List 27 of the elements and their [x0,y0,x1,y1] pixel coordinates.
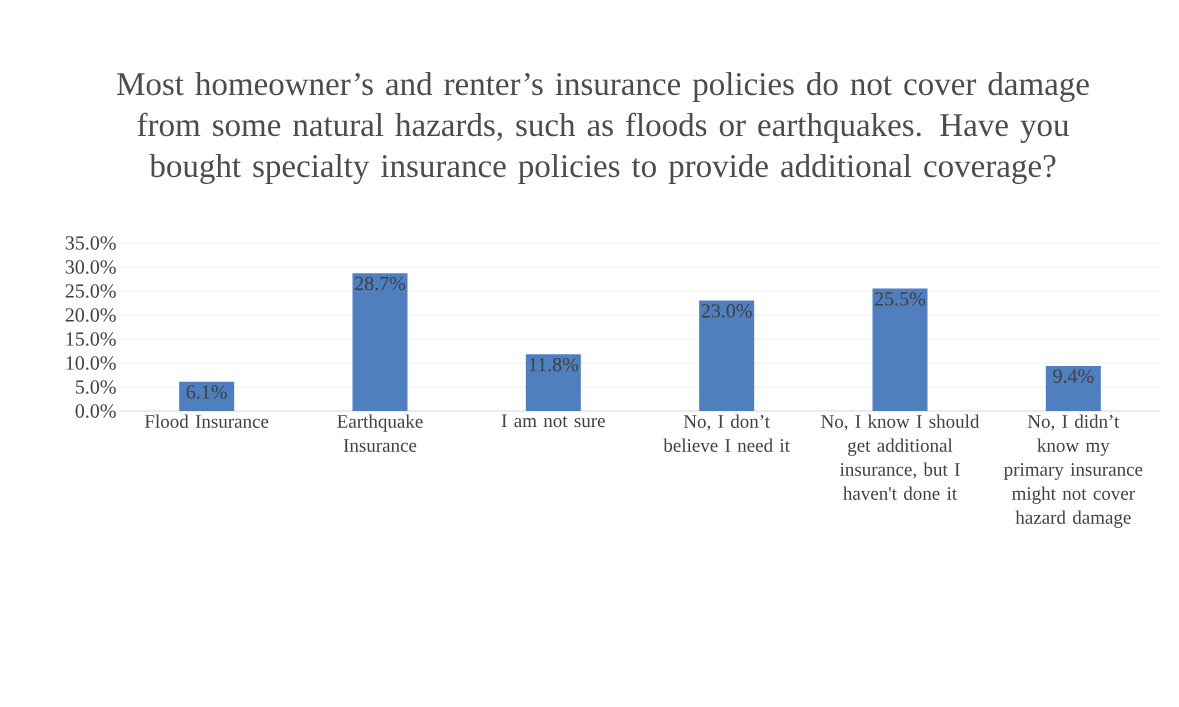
bar [1045,365,1101,411]
x-tick-label: Earthquake Insurance [337,414,423,452]
y-tick-label: 35.0% [65,236,116,250]
bar [179,381,235,411]
x-tick-label: No, I don’t believe I need it [663,414,790,452]
bar [525,354,581,411]
data-label: 23.0% [701,304,752,318]
y-tick-label: 5.0% [75,380,116,394]
x-tick-label: I am not sure [501,414,605,428]
data-label: 9.4% [1053,369,1094,383]
y-tick-label: 0.0% [75,404,116,418]
bar [872,288,928,411]
data-label: 6.1% [186,385,227,399]
chart-title: Most homeowner’s and renter’s insurance policies do not cover damage from some natural hazards, such as floods or earthquakes. Have you bought specialty insurance policies to provide additional coverage? [117,71,1089,185]
x-tick-label: Flood Insurance [144,414,269,428]
x-tick-label: No, I know I should get additional insurance, but I haven't done it [821,414,980,500]
data-label: 28.7% [355,276,406,291]
bar [352,273,408,411]
y-tick-label: 10.0% [66,356,116,370]
data-label: 25.5% [875,292,926,306]
y-tick-label: 25.0% [65,284,116,298]
data-label: 11.8% [529,357,579,372]
x-tick-label: No, I didn’t know my primary insurance might not cover hazard damage [1004,414,1143,528]
y-tick-label: 15.0% [66,332,116,346]
y-tick-label: 20.0% [65,308,116,322]
y-tick-label: 30.0% [65,260,116,274]
bar [699,300,755,411]
